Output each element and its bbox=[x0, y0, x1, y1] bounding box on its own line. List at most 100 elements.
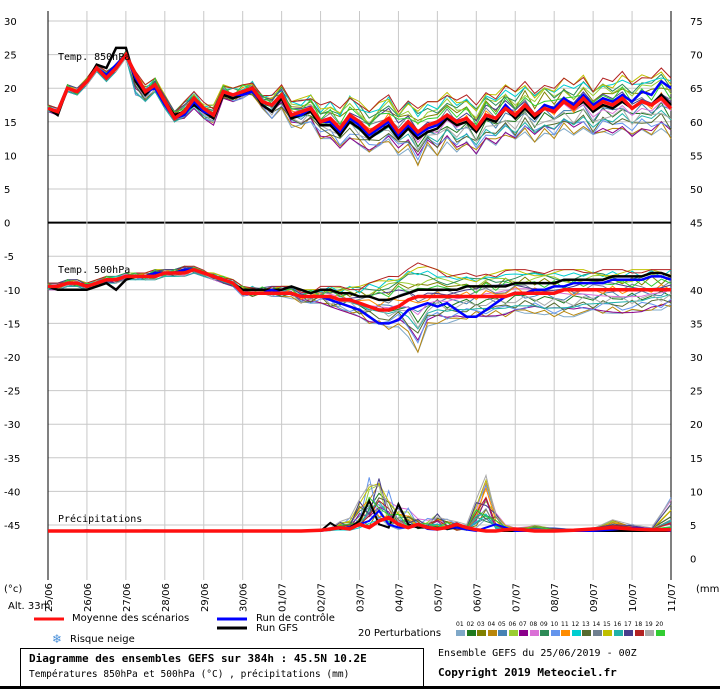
axis-ticks: 302520151050-5-10-15-20-25-30-35-40-4575… bbox=[4, 17, 703, 612]
pert-number-label: 10 bbox=[550, 621, 559, 628]
pert-color-swatch bbox=[613, 630, 623, 636]
precip-label: Précipitations bbox=[58, 513, 142, 525]
right-unit-label: (mm) bbox=[696, 584, 720, 595]
right-tick-label: 65 bbox=[690, 84, 703, 95]
pert-number-label: 19 bbox=[645, 621, 653, 628]
pert-color-swatch bbox=[456, 630, 465, 636]
pert-color-swatch bbox=[550, 630, 560, 636]
right-tick-label: 40 bbox=[690, 286, 703, 297]
legend-perturbations-label: 20 Perturbations bbox=[358, 628, 442, 639]
pert-color-swatch bbox=[582, 630, 591, 636]
perturbation-line bbox=[47, 272, 672, 330]
pert-color-swatch bbox=[519, 630, 528, 636]
left-tick-label: 15 bbox=[4, 118, 17, 129]
pert-number-label: 04 bbox=[487, 621, 496, 628]
legend-snow-label: Risque neige bbox=[70, 634, 135, 645]
perturbation-line bbox=[47, 53, 672, 118]
right-tick-label: 45 bbox=[690, 219, 703, 230]
pert-number-label: 18 bbox=[634, 621, 643, 628]
pert-color-swatch bbox=[645, 630, 654, 636]
perturbation-line bbox=[47, 270, 672, 334]
date-tick-label: 26/06 bbox=[83, 583, 94, 612]
panel-label-850: Temp. 850hPa bbox=[58, 52, 130, 63]
left-tick-label: 30 bbox=[4, 17, 17, 28]
panel-label-500: Temp. 500hPa bbox=[58, 265, 130, 276]
right-tick-label: 0 bbox=[690, 555, 696, 566]
pert-color-swatch bbox=[634, 630, 644, 636]
date-tick-label: 01/07 bbox=[278, 583, 289, 612]
pert-number-label: 06 bbox=[508, 621, 517, 628]
mean-line bbox=[48, 267, 671, 312]
date-tick-label: 03/07 bbox=[356, 583, 367, 612]
pert-color-swatch bbox=[540, 630, 549, 636]
pert-color-swatch bbox=[561, 630, 570, 636]
date-tick-label: 25/06 bbox=[44, 583, 55, 612]
precip-mean-line bbox=[48, 515, 671, 533]
date-tick-label: 07/07 bbox=[511, 583, 522, 612]
pert-number-label: 14 bbox=[592, 621, 601, 628]
perturbation-line bbox=[47, 53, 672, 127]
snowflake-icon: ❄ bbox=[52, 632, 63, 646]
left-tick-label: 25 bbox=[4, 51, 17, 62]
right-tick-label: 50 bbox=[690, 185, 703, 196]
right-tick-label: 25 bbox=[690, 387, 703, 398]
left-tick-label: 10 bbox=[4, 151, 17, 162]
run-info: Ensemble GEFS du 25/06/2019 - 00Z bbox=[438, 648, 637, 659]
left-tick-label: -45 bbox=[4, 521, 20, 532]
left-tick-label: -25 bbox=[4, 387, 20, 398]
left-unit-label: (°c) bbox=[4, 584, 22, 595]
pert-color-swatch bbox=[603, 630, 612, 636]
right-tick-label: 20 bbox=[690, 420, 703, 431]
date-tick-label: 11/07 bbox=[667, 583, 678, 612]
right-tick-label: 60 bbox=[690, 118, 703, 129]
left-tick-label: -10 bbox=[4, 286, 20, 297]
left-tick-label: -30 bbox=[4, 420, 20, 431]
left-tick-label: 0 bbox=[4, 219, 10, 230]
pert-color-swatch bbox=[655, 630, 665, 636]
pert-color-swatch bbox=[508, 630, 518, 636]
date-tick-label: 30/06 bbox=[239, 583, 250, 612]
footer-title: Diagramme des ensembles GEFS sur 384h : … bbox=[29, 652, 367, 665]
control-line bbox=[47, 52, 672, 138]
right-tick-label: 75 bbox=[690, 17, 703, 28]
left-tick-label: -20 bbox=[4, 353, 20, 364]
pert-number-label: 03 bbox=[477, 621, 485, 628]
pert-number-label: 13 bbox=[582, 621, 590, 628]
pert-number-label: 05 bbox=[498, 621, 506, 628]
date-tick-label: 08/07 bbox=[550, 583, 561, 612]
left-tick-label: -40 bbox=[4, 487, 20, 498]
date-tick-label: 04/07 bbox=[394, 583, 405, 612]
pert-number-label: 11 bbox=[561, 621, 569, 628]
footer-title-box: Diagramme des ensembles GEFS sur 384h : … bbox=[20, 648, 424, 688]
perturbation-color-legend: 01 02 03 04 05 06 07 08 09 10 11 12 13 14 15 16 17 18 19 20 bbox=[456, 621, 676, 641]
right-tick-label: 5 bbox=[690, 521, 696, 532]
right-tick-label: 55 bbox=[690, 151, 703, 162]
date-tick-label: 09/07 bbox=[589, 583, 600, 612]
footer-subtitle: Températures 850hPa et 500hPa (°C) , pré… bbox=[29, 669, 350, 680]
pert-number-label: 12 bbox=[571, 621, 580, 628]
left-tick-label: 5 bbox=[4, 185, 10, 196]
pert-color-swatch bbox=[466, 630, 476, 636]
pert-number-label: 15 bbox=[603, 621, 611, 628]
pert-number-label: 08 bbox=[529, 621, 538, 628]
pert-number-label: 20 bbox=[655, 621, 664, 628]
legend-control-label: Run de contrôle bbox=[256, 613, 335, 624]
copyright: Copyright 2019 Meteociel.fr bbox=[438, 666, 617, 679]
pert-color-swatch bbox=[624, 630, 633, 636]
date-tick-label: 29/06 bbox=[200, 583, 211, 612]
date-tick-label: 27/06 bbox=[122, 583, 133, 612]
pert-color-swatch bbox=[498, 630, 507, 636]
bottom-bar bbox=[0, 686, 720, 689]
right-tick-label: 70 bbox=[690, 51, 703, 62]
legend-gfs-label: Run GFS bbox=[256, 623, 299, 634]
control-line bbox=[48, 268, 672, 325]
pert-color-swatch bbox=[487, 630, 497, 636]
perturbation-line bbox=[47, 53, 672, 115]
pert-color-swatch bbox=[592, 630, 602, 636]
date-tick-label: 10/07 bbox=[628, 583, 639, 612]
date-tick-label: 06/07 bbox=[472, 583, 483, 612]
pert-number-label: 17 bbox=[624, 621, 632, 628]
pert-number-label: 01 bbox=[456, 621, 464, 628]
